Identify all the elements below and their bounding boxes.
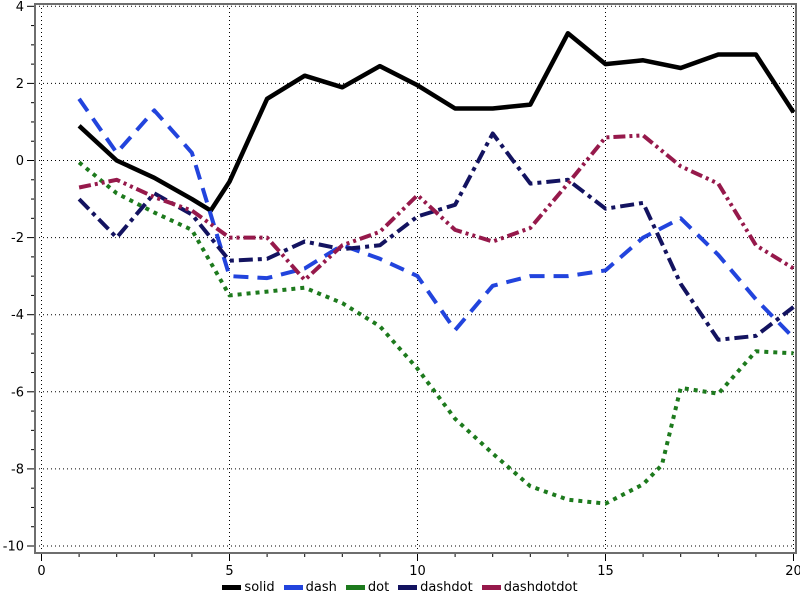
legend-label-dot: dot <box>367 579 390 595</box>
legend-label-dashdot: dashdot <box>420 579 473 595</box>
series-dashdot <box>77 131 795 342</box>
series-dot <box>77 160 794 506</box>
legend-item-dash: dash <box>283 579 337 595</box>
legend-item-dashdotdot: dashdotdot <box>481 579 578 595</box>
legend-item-dot: dot <box>345 579 390 595</box>
x-tick-label: 0 <box>37 564 45 579</box>
y-tick-label: -10 <box>3 540 24 555</box>
x-tick-label: 5 <box>225 564 233 579</box>
legend-label-solid: solid <box>244 579 275 595</box>
legend-swatch-dashdot <box>398 584 418 590</box>
legend-swatch-solid <box>222 584 242 590</box>
y-tick-label: -6 <box>11 385 24 400</box>
x-tick-label: 20 <box>785 564 800 579</box>
x-tick-label: 15 <box>597 564 614 579</box>
legend-swatch-dashdotdot <box>481 584 501 590</box>
plot-frame <box>34 3 797 554</box>
series-dash <box>77 97 795 340</box>
chart-legend: solid dash dot dashdot dashdotdot <box>0 578 800 596</box>
y-tick-label: 2 <box>16 77 24 92</box>
legend-swatch-dot <box>345 584 365 590</box>
x-tick-label: 10 <box>409 564 426 579</box>
y-tick-label: -8 <box>11 462 24 477</box>
axis-ticks <box>27 5 794 561</box>
series-solid <box>77 31 796 213</box>
y-tick-label: 0 <box>16 154 24 169</box>
series-dashdotdot <box>78 133 795 282</box>
legend-label-dashdotdot: dashdotdot <box>503 579 578 595</box>
legend-swatch-dash <box>283 584 303 590</box>
legend-item-dashdot: dashdot <box>398 581 473 594</box>
legend-item-solid: solid <box>222 579 275 595</box>
y-tick-label: -2 <box>11 231 24 246</box>
y-tick-label: 4 <box>16 0 24 15</box>
series-group <box>77 31 796 506</box>
y-tick-label: -4 <box>11 308 24 323</box>
legend-label-dash: dash <box>305 579 337 595</box>
